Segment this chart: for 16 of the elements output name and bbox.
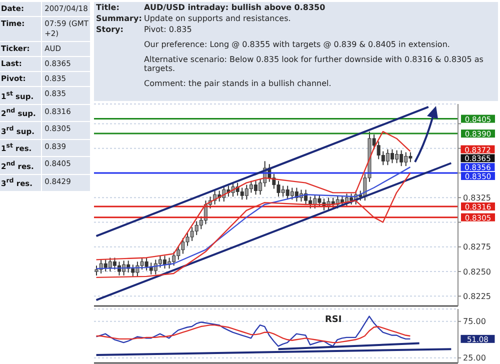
y-tick-label: 75.00 (463, 317, 486, 326)
y-tick-label: 0.8325 (463, 193, 491, 202)
text: Comment: the pair stands in a bullish channel. (144, 79, 332, 88)
annotation: RSI (325, 315, 342, 325)
text: Story: (96, 25, 124, 34)
text: Title: (96, 3, 120, 12)
y-tick-label: 0.8250 (463, 267, 491, 276)
y-tick-label: 25.00 (463, 354, 486, 363)
y-tick-label: 0.8275 (463, 242, 491, 252)
text: Our preference: Long @ 0.8355 with targets @ 0.839 & 0.8405 in extension. (144, 40, 450, 49)
y-tick-label: 0.8225 (463, 292, 491, 301)
text: AUD/USD intraday: bullish above 0.8350 (144, 3, 326, 12)
text: Update on supports and resistances. (144, 14, 291, 23)
text: Summary: (96, 14, 142, 23)
text: Pivot: 0.835 (144, 25, 192, 34)
text: Alternative scenario: Below 0.835 look for further downside with 0.8316 & 0.8305 as targets. (144, 55, 484, 73)
